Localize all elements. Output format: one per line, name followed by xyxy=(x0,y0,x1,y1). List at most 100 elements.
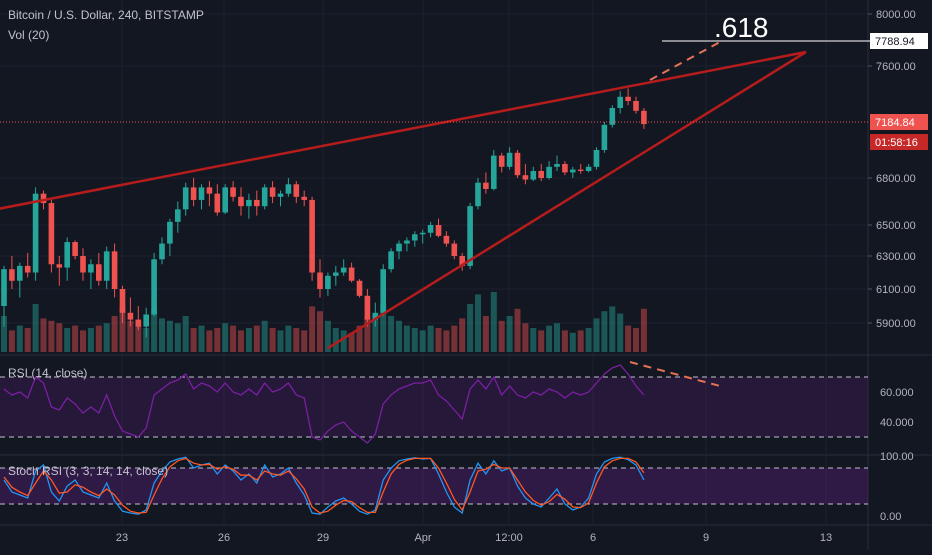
volume-bar xyxy=(317,311,323,352)
candle-body xyxy=(388,251,394,270)
candle-body xyxy=(633,101,639,111)
candle-body xyxy=(17,265,23,281)
volume-bar xyxy=(419,330,426,352)
countdown-badge xyxy=(870,134,928,150)
volume-bar xyxy=(72,325,79,352)
volume-bar xyxy=(174,323,181,352)
candle-body xyxy=(396,243,402,252)
volume-bar xyxy=(561,330,568,352)
volume-bar xyxy=(569,332,576,352)
volume-bar xyxy=(56,323,63,352)
candle-body xyxy=(435,225,442,236)
candle-body xyxy=(427,225,434,233)
candle-body xyxy=(483,182,489,189)
candle-body xyxy=(554,164,560,167)
volume-bar xyxy=(261,320,268,352)
volume-bar xyxy=(601,311,608,352)
volume-bar xyxy=(135,325,142,352)
candle-body xyxy=(72,242,78,256)
volume-bar xyxy=(593,318,600,352)
volume-label: Vol (20) xyxy=(8,28,50,42)
volume-bar xyxy=(538,330,545,352)
candle-body xyxy=(143,314,149,327)
volume-bar xyxy=(530,328,537,352)
candle-body xyxy=(151,259,157,315)
candle-body xyxy=(269,187,276,197)
price-tick-label: 6300.00 xyxy=(876,251,916,263)
candle-body xyxy=(419,232,426,235)
candle-body xyxy=(570,169,576,173)
price-tick-label: 8000.00 xyxy=(876,9,916,21)
candle-body xyxy=(9,269,15,281)
volume-bar xyxy=(48,320,55,352)
price-tick-label: 7600.00 xyxy=(876,61,916,73)
volume-bar xyxy=(95,325,102,352)
volume-bar xyxy=(546,325,553,352)
candle-body xyxy=(412,234,418,241)
volume-bar xyxy=(1,316,7,352)
volume-bar xyxy=(388,316,395,352)
volume-bar xyxy=(506,316,513,352)
rsi-tick-label: 40.000 xyxy=(880,417,914,429)
candle-body xyxy=(380,269,386,313)
candle-body xyxy=(222,187,228,213)
candle-body xyxy=(119,289,126,313)
candle-body xyxy=(285,184,292,194)
volume-bar xyxy=(577,330,584,352)
volume-bar xyxy=(222,323,229,352)
candle-body xyxy=(585,166,592,171)
stoch-band xyxy=(0,468,868,504)
volume-bar xyxy=(364,316,371,352)
candle-body xyxy=(514,152,521,176)
stoch-tick-label: 0.00 xyxy=(880,511,901,523)
rsi-divergence-line xyxy=(629,361,721,387)
candle-body xyxy=(546,166,552,178)
candle-body xyxy=(498,155,505,167)
candle-body xyxy=(127,312,134,320)
candle-body xyxy=(159,243,165,260)
candle-body xyxy=(506,152,513,167)
candle-body xyxy=(167,221,173,244)
volume-bar xyxy=(640,308,647,352)
volume-bar xyxy=(585,328,592,352)
candle-body xyxy=(356,280,363,296)
countdown-text: 01:58:16 xyxy=(875,137,918,149)
volume-bar xyxy=(64,328,71,352)
price-tick-label: 6800.00 xyxy=(876,173,916,185)
candle-body xyxy=(111,251,118,289)
candle-body xyxy=(214,193,221,213)
volume-bar xyxy=(253,325,260,352)
volume-bar xyxy=(111,316,118,352)
volume-bar xyxy=(238,330,244,352)
candle-body xyxy=(577,169,584,171)
candle-body xyxy=(175,209,181,222)
candle-body xyxy=(96,264,102,281)
volume-bar xyxy=(396,320,402,352)
candle-body xyxy=(562,164,568,173)
price-tick-label: 6500.00 xyxy=(876,220,916,232)
candle-body xyxy=(64,242,70,268)
volume-bar xyxy=(206,330,213,352)
volume-bar xyxy=(522,323,529,352)
time-tick-label: 12:00 xyxy=(495,532,523,544)
candle-body xyxy=(80,256,86,273)
candle-body xyxy=(182,187,189,210)
volume-bar xyxy=(475,294,481,352)
candle-body xyxy=(601,124,608,150)
time-tick-label: 13 xyxy=(820,532,832,544)
volume-bar xyxy=(87,328,94,352)
stoch-tick-label: 100.00 xyxy=(880,451,914,463)
candle-body xyxy=(254,199,260,207)
volume-bar xyxy=(143,328,150,352)
candle-body xyxy=(522,175,529,180)
candle-body xyxy=(246,199,252,207)
volume-bar xyxy=(32,304,39,352)
candle-body xyxy=(617,96,623,108)
candle-body xyxy=(625,96,631,101)
stoch-d-line xyxy=(3,457,645,514)
candle-body xyxy=(56,264,63,268)
fib-price-badge xyxy=(870,33,928,49)
candle-body xyxy=(593,150,600,167)
